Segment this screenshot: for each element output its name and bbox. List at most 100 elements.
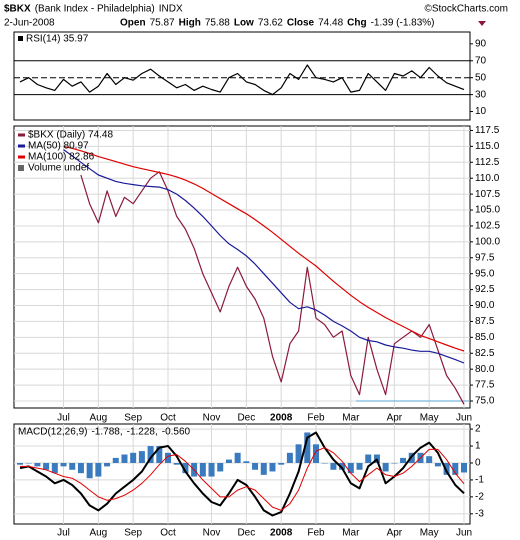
histogram-bar (208, 462, 215, 477)
histogram-bar (313, 444, 319, 463)
histogram-bar (365, 454, 372, 463)
down-arrow (478, 21, 486, 26)
x-tick-label: Mar (342, 413, 360, 424)
header-text: Open (120, 18, 146, 29)
header-text: Close (287, 18, 315, 29)
histogram-bar (217, 462, 224, 472)
histogram-bar (17, 462, 23, 465)
y-tick-label: 112.5 (475, 157, 500, 168)
header-text: 73.62 (258, 18, 283, 29)
histogram-bar (69, 462, 76, 470)
y-tick-label: 117.5 (475, 125, 500, 136)
x-tick-label: Jun (456, 528, 472, 539)
histogram-bar (278, 462, 285, 465)
legend-swatch (18, 36, 23, 41)
y-tick-label: 95.0 (475, 268, 495, 279)
x-tick-label: Dec (237, 413, 255, 424)
x-tick-label: Aug (89, 528, 107, 539)
histogram-bar (426, 456, 433, 463)
legend-entry: MA(50) 80.97 (28, 141, 89, 152)
x-tick-label: 2008 (270, 528, 293, 539)
histogram-bar (173, 462, 180, 465)
histogram-bar (461, 462, 467, 473)
panel-frame (13, 423, 471, 525)
y-tick-label: 75.0 (475, 396, 495, 407)
header-text: Chg (347, 18, 366, 29)
histogram-bar (25, 462, 32, 464)
series-line (19, 64, 465, 96)
x-tick-label: Feb (307, 413, 325, 424)
y-tick-label: 97.5 (475, 252, 495, 263)
histogram-bar (434, 462, 441, 467)
x-tick-label: Aug (89, 413, 107, 424)
legend-entry: -0.560 (162, 427, 191, 438)
date: 2-Jun-2008 (4, 18, 55, 29)
y-tick-label: 105.0 (475, 205, 500, 216)
series-line (63, 145, 465, 352)
y-tick-label: 92.5 (475, 284, 495, 295)
y-tick-label: 90.0 (475, 300, 495, 311)
histogram-bar (382, 462, 389, 472)
histogram-bar (304, 432, 311, 463)
histogram-bar (269, 462, 276, 472)
y-tick-label: 110.0 (475, 173, 500, 184)
panel-frame (13, 125, 471, 409)
histogram-bar (443, 462, 450, 475)
series-line (63, 149, 465, 364)
x-tick-label: Oct (160, 528, 176, 539)
histogram-bar (356, 462, 363, 470)
series-line (19, 431, 465, 517)
legend-label: RSI(14) 35.97 (26, 34, 89, 45)
legend-swatch (18, 155, 25, 159)
y-tick-label: 0 (475, 458, 481, 469)
histogram-bar (260, 462, 267, 475)
header-text: $BKX (4, 4, 31, 15)
histogram-bar (43, 462, 50, 470)
y-tick-label: 10 (475, 106, 487, 117)
x-tick-label: Nov (203, 528, 221, 539)
histogram-bar (95, 462, 102, 477)
legend-swatch (18, 144, 25, 148)
y-tick-label: 70 (475, 55, 487, 66)
y-tick-label: 50 (475, 72, 487, 83)
series-line (20, 447, 465, 511)
x-tick-label: Oct (160, 413, 176, 424)
y-tick-label: 87.5 (475, 316, 495, 327)
header-text: 75.87 (150, 18, 175, 29)
series-line (80, 171, 465, 405)
y-tick-label: -3 (475, 508, 484, 519)
histogram-bar (156, 446, 163, 463)
x-tick-label: Sep (124, 413, 142, 424)
x-tick-label: Mar (342, 528, 360, 539)
y-tick-label: 85.0 (475, 332, 495, 343)
legend-entry: -1.788, (91, 427, 122, 438)
panel-frame (13, 31, 471, 121)
y-tick-label: 30 (475, 89, 487, 100)
histogram-bar (347, 462, 354, 474)
x-tick-label: Jun (456, 413, 472, 424)
y-tick-label: 1 (475, 441, 481, 452)
x-tick-label: 2008 (270, 413, 293, 424)
header-text: (Bank Index - Philadelphia) (35, 4, 155, 15)
legend-entry: Volume undef (28, 163, 89, 174)
legend-entry: -1.228, (127, 427, 158, 438)
x-tick-label: Apr (387, 528, 403, 539)
histogram-bar (295, 444, 302, 463)
header-text: Low (234, 18, 254, 29)
x-tick-label: Apr (387, 413, 403, 424)
y-tick-label: 2 (475, 424, 481, 435)
y-tick-label: 107.5 (475, 189, 500, 200)
histogram-bar (138, 451, 145, 463)
histogram-bar (391, 462, 398, 464)
histogram-bar (252, 462, 259, 470)
y-tick-label: 77.5 (475, 380, 495, 391)
histogram-bar (243, 461, 250, 463)
histogram-bar (452, 462, 459, 475)
histogram-bar (225, 459, 232, 463)
histogram-bar (400, 457, 407, 463)
histogram-bar (34, 462, 41, 467)
legend-swatch (18, 165, 24, 171)
y-tick-label: -2 (475, 492, 484, 503)
header-text: High (179, 18, 201, 29)
